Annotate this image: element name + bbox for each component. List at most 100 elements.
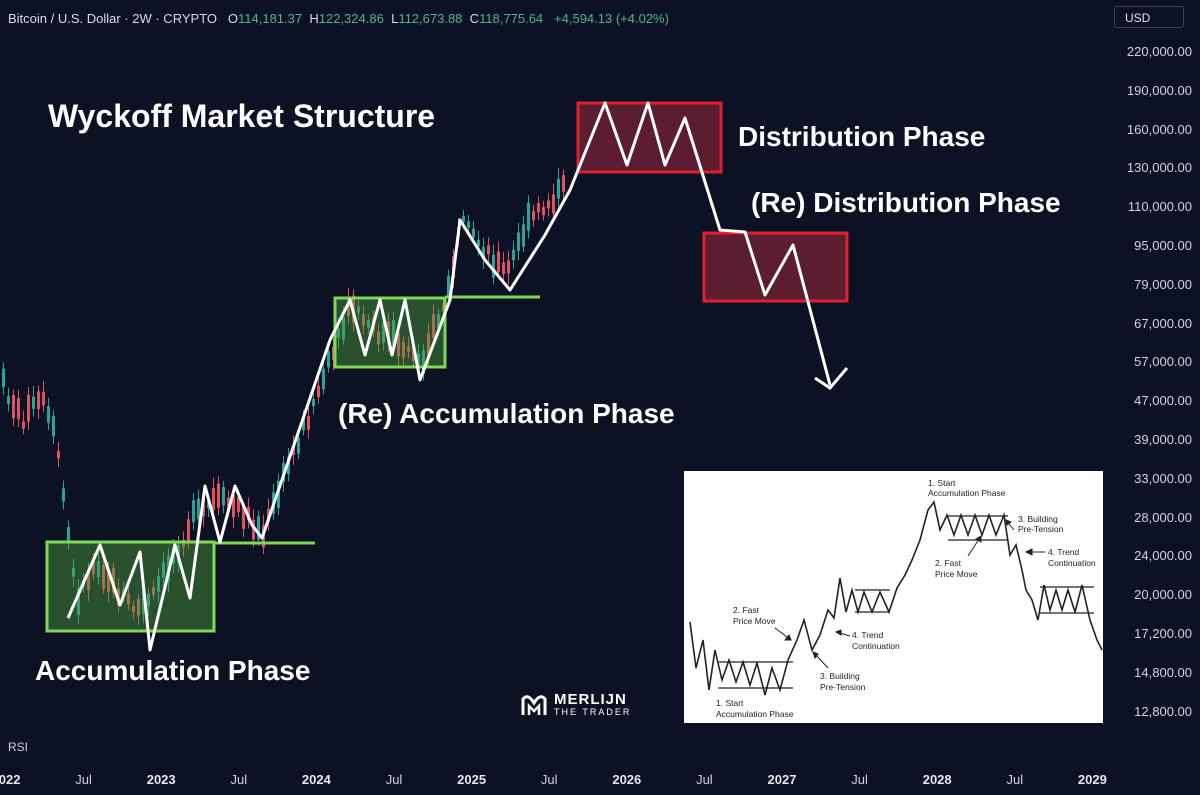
candle-body xyxy=(427,333,430,360)
candle-body xyxy=(367,319,370,328)
time-tick-label: Jul xyxy=(1006,772,1024,787)
candle-body xyxy=(522,224,525,247)
time-tick-label: 2024 xyxy=(301,772,331,787)
candle-body xyxy=(252,519,255,540)
inset-label-4b-line2: Continuation xyxy=(1048,558,1096,568)
wave-arrowhead xyxy=(814,367,849,390)
symbol-name[interactable]: Bitcoin / U.S. Dollar · 2W · CRYPTO xyxy=(8,11,218,26)
candle-body xyxy=(477,239,480,247)
candle-body xyxy=(432,314,435,338)
candle-body xyxy=(557,178,560,199)
candle-body xyxy=(402,341,405,358)
reference-price-line xyxy=(689,500,1103,696)
price-tick-label: 17,200.00 xyxy=(1134,626,1192,641)
price-tick-label: 20,000.00 xyxy=(1134,587,1192,603)
candle-body xyxy=(107,570,110,592)
close-value: 118,775.64 xyxy=(479,11,544,26)
candle-body xyxy=(157,576,160,592)
time-tick-label: 2027 xyxy=(767,772,797,787)
candle-body xyxy=(542,206,545,216)
time-tick-label: 2025 xyxy=(457,772,487,787)
price-tick-label: 12,800.00 xyxy=(1134,703,1192,719)
candle-body xyxy=(362,314,365,326)
inset-label-3a: 3. Building xyxy=(820,671,860,681)
time-tick-label: 2023 xyxy=(146,772,176,787)
candle-body xyxy=(257,516,260,540)
candle-body xyxy=(507,260,510,274)
price-tick-label: 14,800.00 xyxy=(1134,664,1192,680)
brand-name: MERLIJN xyxy=(554,691,627,708)
inset-label-2b: 2. Fast xyxy=(935,558,962,568)
time-tick-label: Jul xyxy=(75,772,92,787)
candle-body xyxy=(517,232,520,251)
wyckoff-reference-diagram: 1. Start Accumulation Phase 2. Fast Pric… xyxy=(684,471,1103,723)
candle-body xyxy=(512,249,515,261)
price-tick-label: 24,000.00 xyxy=(1134,548,1192,564)
inset-label-1a: 1. Start xyxy=(716,698,744,708)
candle-body xyxy=(72,567,75,577)
candle-body xyxy=(47,406,50,423)
re-accumulation-phase-label: (Re) Accumulation Phase xyxy=(338,398,675,429)
candle-body xyxy=(27,394,30,422)
candle-body xyxy=(142,591,145,614)
inset-label-4a-line2: Continuation xyxy=(852,641,900,651)
wyckoff-wave-path xyxy=(66,101,832,652)
time-tick-label: Jul xyxy=(230,772,248,787)
candle-body xyxy=(242,506,245,529)
inset-label-1b: 1. Start xyxy=(928,478,956,488)
rsi-indicator-label[interactable]: RSI xyxy=(8,740,29,754)
candle-body xyxy=(32,396,35,409)
inset-label-1a-line2: Accumulation Phase xyxy=(716,709,794,719)
candle-body xyxy=(92,560,95,575)
time-tick-label: Jul xyxy=(385,772,403,787)
time-tick-label: 2022 xyxy=(0,772,21,787)
candle-body xyxy=(397,333,400,357)
price-tick-label: 190,000.00 xyxy=(1126,82,1192,98)
chart-title: Wyckoff Market Structure xyxy=(48,98,436,134)
candle-body xyxy=(52,415,55,437)
currency-selector[interactable]: USD xyxy=(1114,6,1184,28)
inset-label-1b-line2: Accumulation Phase xyxy=(928,488,1006,498)
candle-body xyxy=(422,350,425,374)
candle-body xyxy=(87,569,90,591)
price-tick-label: 110,000.00 xyxy=(1127,199,1192,215)
candle-body xyxy=(217,483,220,508)
candle-body xyxy=(112,568,115,593)
inset-label-2a-line2: Price Move xyxy=(733,616,776,626)
time-tick-label: Jul xyxy=(540,772,558,787)
candle-body xyxy=(17,398,20,419)
candle-body xyxy=(357,306,360,313)
low-value: 112,673.88 xyxy=(398,11,463,26)
candle-body xyxy=(37,391,40,410)
inset-label-4b: 4. Trend xyxy=(1048,547,1079,557)
candle-body xyxy=(137,599,140,616)
candle-body xyxy=(552,194,555,214)
candle-body xyxy=(237,496,240,512)
low-label: L xyxy=(391,11,399,26)
open-value: 114,181.37 xyxy=(238,11,303,26)
candle-body xyxy=(492,254,495,278)
candle-body xyxy=(212,488,215,511)
close-label: C xyxy=(469,11,480,26)
candle-body xyxy=(232,494,235,518)
symbol-header: Bitcoin / U.S. Dollar · 2W · CRYPTO O114… xyxy=(8,11,669,26)
re-distribution-phase-label: (Re) Distribution Phase xyxy=(751,187,1061,218)
candle-body xyxy=(437,314,440,329)
candle-body xyxy=(187,519,190,542)
inset-label-2a: 2. Fast xyxy=(733,605,760,615)
candle-body xyxy=(97,560,100,577)
candle-body xyxy=(62,488,65,502)
candle-body xyxy=(147,593,150,606)
candle-body xyxy=(392,319,395,346)
candle-body xyxy=(547,200,550,209)
candle-body xyxy=(192,500,195,523)
candle-body xyxy=(447,276,450,296)
candle-body xyxy=(467,221,470,228)
candle-body xyxy=(102,565,105,589)
candle-body xyxy=(7,396,10,404)
candle-body xyxy=(562,175,565,192)
time-tick-label: Jul xyxy=(696,772,713,787)
inset-label-4a: 4. Trend xyxy=(852,630,883,640)
